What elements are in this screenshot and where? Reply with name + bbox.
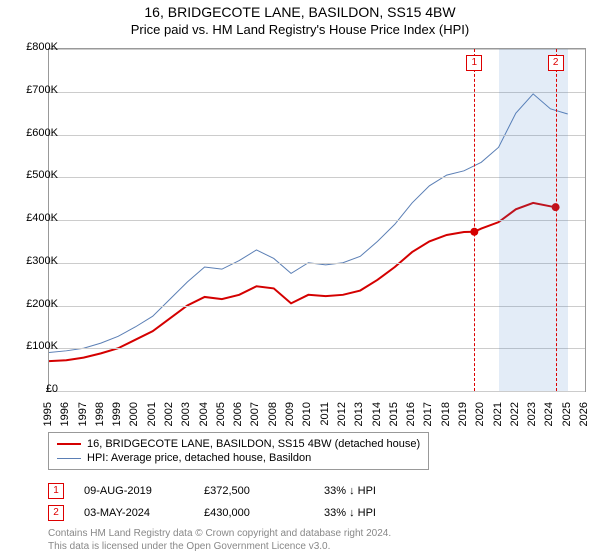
y-axis-label: £700K [8, 84, 58, 96]
x-axis-label: 2018 [440, 402, 452, 442]
sale-pct: 33% ↓ HPI [324, 507, 424, 519]
y-axis-label: £0 [8, 383, 58, 395]
y-axis-label: £400K [8, 212, 58, 224]
footer-line: Contains HM Land Registry data © Crown c… [48, 528, 391, 541]
x-axis-label: 2021 [492, 402, 504, 442]
y-axis-label: £100K [8, 340, 58, 352]
x-axis-label: 2017 [422, 402, 434, 442]
y-axis-label: £300K [8, 255, 58, 267]
x-axis-label: 2026 [578, 402, 590, 442]
y-axis-label: £200K [8, 298, 58, 310]
sale-price: £372,500 [204, 485, 324, 497]
sale-date: 09-AUG-2019 [84, 485, 204, 497]
x-axis-label: 2002 [163, 402, 175, 442]
legend-row: HPI: Average price, detached house, Basi… [57, 451, 420, 465]
x-axis-label: 2012 [336, 402, 348, 442]
footer-line: This data is licensed under the Open Gov… [48, 541, 391, 554]
chart-plot-area: 12 [48, 48, 586, 392]
chart-marker-icon: 2 [548, 55, 564, 71]
x-axis-label: 2009 [284, 402, 296, 442]
title-block: 16, BRIDGECOTE LANE, BASILDON, SS15 4BW … [0, 0, 600, 37]
y-axis-label: £800K [8, 41, 58, 53]
legend-swatch [57, 443, 81, 445]
x-axis-label: 1995 [42, 402, 54, 442]
x-axis-label: 2013 [353, 402, 365, 442]
sale-marker-icon: 2 [48, 505, 64, 521]
x-axis-label: 2001 [146, 402, 158, 442]
x-axis-label: 2007 [249, 402, 261, 442]
legend-swatch [57, 458, 81, 459]
x-axis-label: 2014 [371, 402, 383, 442]
x-axis-label: 2016 [405, 402, 417, 442]
sale-pct: 33% ↓ HPI [324, 485, 424, 497]
x-axis-label: 2000 [128, 402, 140, 442]
footer-attribution: Contains HM Land Registry data © Crown c… [48, 528, 391, 553]
x-axis-label: 2008 [267, 402, 279, 442]
x-axis-label: 2023 [526, 402, 538, 442]
x-axis-label: 1996 [59, 402, 71, 442]
legend-label: HPI: Average price, detached house, Basi… [87, 452, 311, 464]
table-row: 1 09-AUG-2019 £372,500 33% ↓ HPI [48, 480, 424, 502]
x-axis-label: 2019 [457, 402, 469, 442]
sales-table: 1 09-AUG-2019 £372,500 33% ↓ HPI 2 03-MA… [48, 480, 424, 524]
chart-marker-icon: 1 [466, 55, 482, 71]
x-axis-label: 2011 [319, 402, 331, 442]
x-axis-label: 1997 [77, 402, 89, 442]
title-subtitle: Price paid vs. HM Land Registry's House … [0, 22, 600, 37]
chart-container: 16, BRIDGECOTE LANE, BASILDON, SS15 4BW … [0, 0, 600, 560]
sale-marker-icon: 1 [48, 483, 64, 499]
x-axis-label: 2024 [543, 402, 555, 442]
x-axis-label: 1999 [111, 402, 123, 442]
x-axis-label: 2005 [215, 402, 227, 442]
sale-date: 03-MAY-2024 [84, 507, 204, 519]
table-row: 2 03-MAY-2024 £430,000 33% ↓ HPI [48, 502, 424, 524]
x-axis-label: 2022 [509, 402, 521, 442]
x-axis-label: 2025 [561, 402, 573, 442]
x-axis-label: 2010 [301, 402, 313, 442]
title-address: 16, BRIDGECOTE LANE, BASILDON, SS15 4BW [0, 4, 600, 20]
y-axis-label: £500K [8, 169, 58, 181]
x-axis-label: 2020 [474, 402, 486, 442]
y-axis-label: £600K [8, 127, 58, 139]
x-axis-label: 1998 [94, 402, 106, 442]
x-axis-label: 2003 [180, 402, 192, 442]
x-axis-label: 2004 [198, 402, 210, 442]
x-axis-label: 2015 [388, 402, 400, 442]
x-axis-label: 2006 [232, 402, 244, 442]
sale-price: £430,000 [204, 507, 324, 519]
